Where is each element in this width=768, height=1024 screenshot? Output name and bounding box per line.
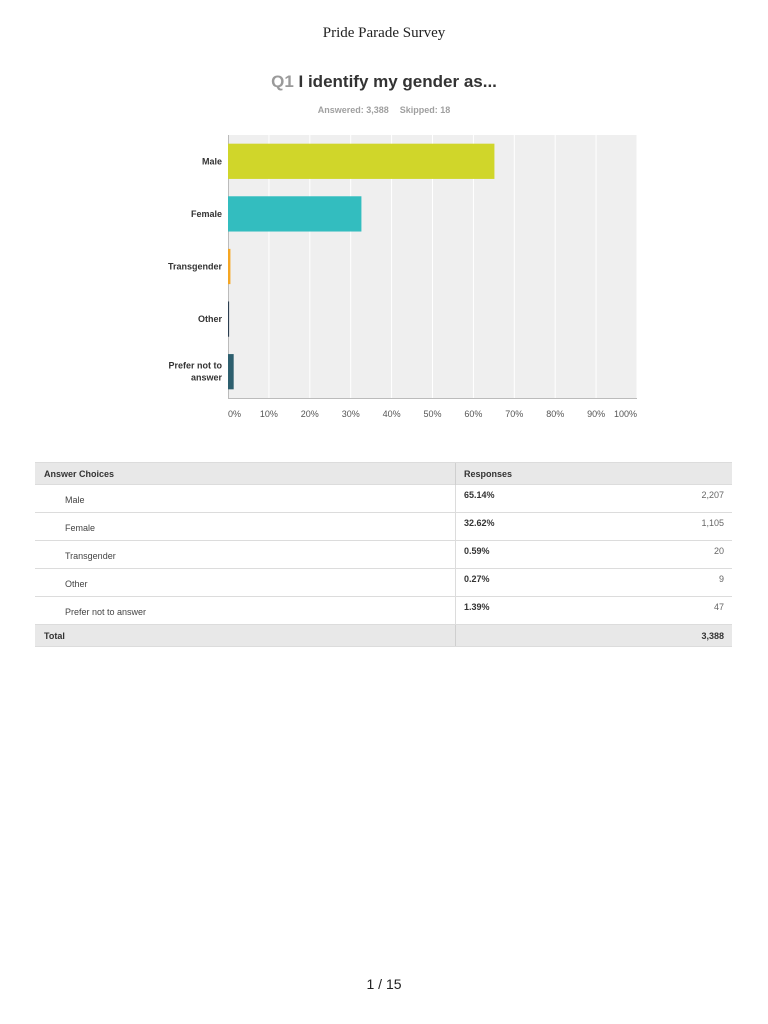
total-label: Total bbox=[35, 624, 456, 647]
response-count: 1,105 bbox=[701, 518, 724, 528]
response-cell: 1.39% 47 bbox=[455, 596, 732, 625]
response-percent: 32.62% bbox=[464, 518, 495, 528]
response-count: 47 bbox=[713, 602, 724, 612]
response-percent: 65.14% bbox=[464, 490, 495, 500]
response-percent: 1.39% bbox=[464, 602, 490, 612]
category-label: Female bbox=[191, 209, 222, 219]
x-tick-label: 0% bbox=[228, 409, 241, 419]
x-tick-label: 40% bbox=[383, 409, 401, 419]
total-row: Total 3,388 bbox=[35, 624, 732, 647]
response-count: 9 bbox=[718, 574, 724, 584]
response-cell: 32.62% 1,105 bbox=[455, 512, 732, 541]
answer-choice-label: Other bbox=[35, 568, 456, 597]
category-label: Transgender bbox=[168, 262, 223, 272]
x-tick-label: 100% bbox=[614, 409, 637, 419]
question-number: Q1 bbox=[271, 72, 294, 91]
table-header-row: Answer Choices Responses bbox=[35, 462, 732, 485]
x-tick-label: 80% bbox=[546, 409, 564, 419]
table-row: Female 32.62% 1,105 bbox=[35, 512, 732, 541]
category-label: Prefer not to bbox=[168, 361, 222, 371]
x-tick-label: 70% bbox=[505, 409, 523, 419]
x-tick-label: 10% bbox=[260, 409, 278, 419]
table-row: Other 0.27% 9 bbox=[35, 568, 732, 597]
category-label: Male bbox=[202, 156, 222, 166]
skipped-count: Skipped: 18 bbox=[399, 105, 451, 115]
x-tick-label: 30% bbox=[342, 409, 360, 419]
answer-choice-label: Prefer not to answer bbox=[35, 596, 456, 625]
response-summary: Answered: 3,388 Skipped: 18 bbox=[0, 105, 768, 115]
gender-bar-chart: Male Female Transgender Other Prefer not to a… bbox=[168, 135, 638, 419]
answer-choices-header: Answer Choices bbox=[35, 462, 456, 485]
table-body: Male 65.14% 2,207 Female 32.62% 1,105 Transgen… bbox=[35, 484, 732, 625]
x-tick-label: 20% bbox=[301, 409, 319, 419]
x-tick-label: 50% bbox=[423, 409, 441, 419]
category-label: Other bbox=[198, 314, 223, 324]
bar bbox=[228, 196, 362, 232]
table-row: Transgender 0.59% 20 bbox=[35, 540, 732, 569]
category-label: answer bbox=[191, 373, 223, 383]
responses-header: Responses bbox=[455, 462, 732, 485]
bar bbox=[228, 143, 495, 179]
response-cell: 0.59% 20 bbox=[455, 540, 732, 569]
response-percent: 0.27% bbox=[464, 574, 490, 584]
answer-choice-label: Transgender bbox=[35, 540, 456, 569]
document-title: Pride Parade Survey bbox=[322, 25, 446, 41]
response-percent: 0.59% bbox=[464, 546, 490, 556]
x-tick-label: 60% bbox=[464, 409, 482, 419]
table-row: Male 65.14% 2,207 bbox=[35, 484, 732, 513]
response-cell: 65.14% 2,207 bbox=[455, 484, 732, 513]
page-number: 1 / 15 bbox=[366, 976, 402, 992]
x-tick-label: 90% bbox=[587, 409, 605, 419]
response-count: 2,207 bbox=[701, 490, 724, 500]
bar bbox=[228, 301, 230, 337]
responses-table: Answer Choices Responses Male 65.14% 2,207… bbox=[35, 462, 732, 647]
question-text: I identify my gender as... bbox=[298, 72, 497, 91]
bar bbox=[228, 248, 231, 285]
table-row: Prefer not to answer 1.39% 47 bbox=[35, 596, 732, 625]
answered-count: Answered: 3,388 bbox=[317, 105, 389, 115]
answer-choice-label: Male bbox=[35, 484, 456, 513]
bar bbox=[228, 354, 234, 390]
answer-choice-label: Female bbox=[35, 512, 456, 541]
response-count: 20 bbox=[713, 546, 724, 556]
question-title: Q1 I identify my gender as... bbox=[0, 72, 768, 92]
response-cell: 0.27% 9 bbox=[455, 568, 732, 597]
total-value: 3,388 bbox=[455, 624, 732, 647]
